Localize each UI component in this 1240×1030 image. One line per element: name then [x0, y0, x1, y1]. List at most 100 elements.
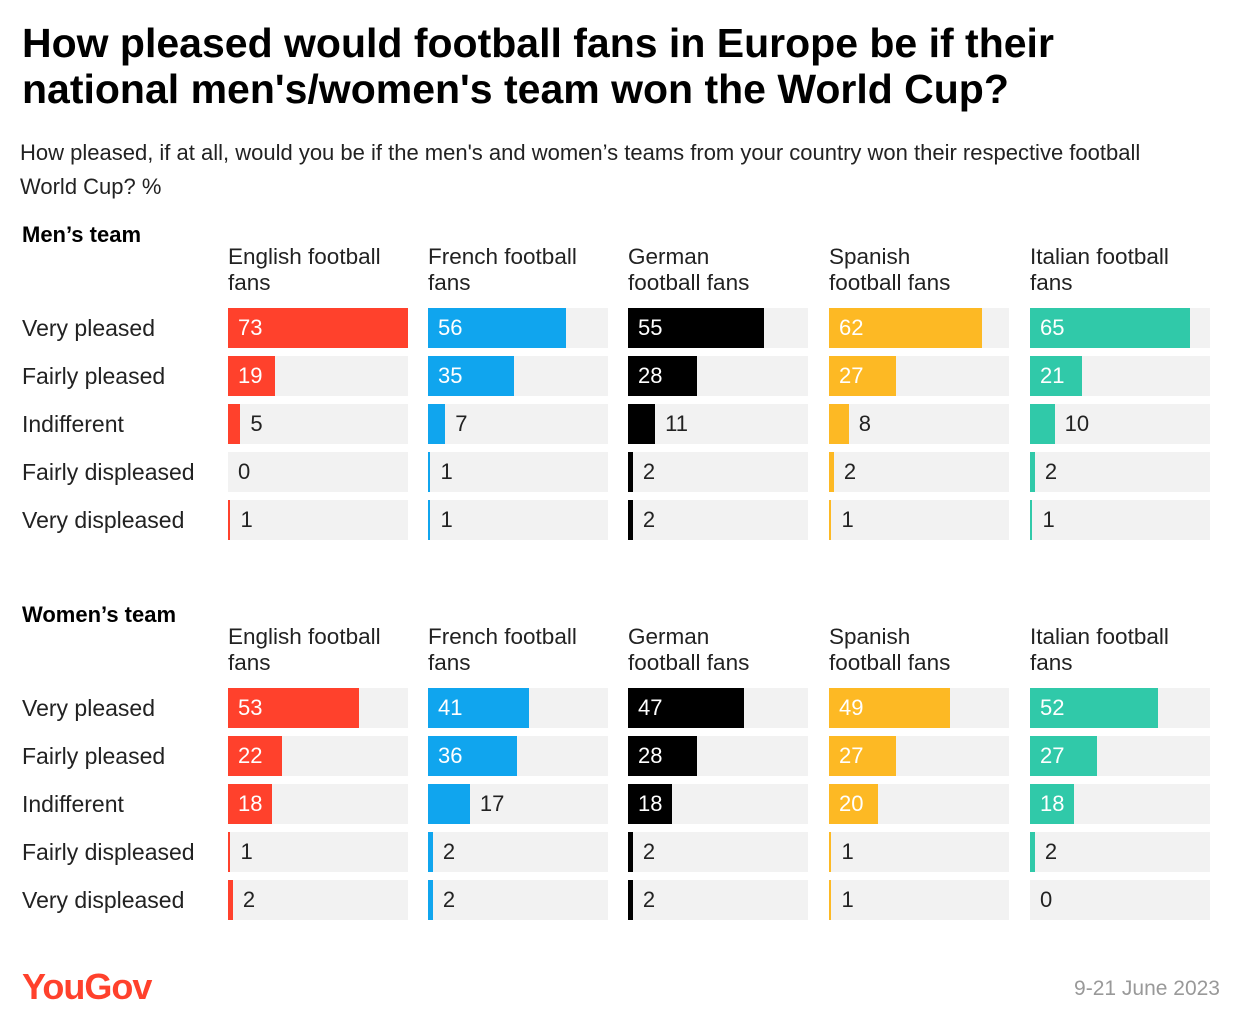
- track: [228, 832, 408, 872]
- bar: [228, 356, 275, 396]
- bar: [829, 832, 832, 872]
- bar: [628, 736, 698, 776]
- section-title: Men’s team: [22, 222, 142, 247]
- bar: [1030, 832, 1035, 872]
- row-label: Fairly displeased: [22, 459, 195, 485]
- bar: [428, 784, 470, 824]
- value-label: 19: [238, 363, 263, 388]
- bar: [628, 832, 633, 872]
- value-label: 17: [479, 791, 505, 816]
- title: How pleased would football fans in Europ…: [22, 20, 1054, 112]
- value-label: 22: [238, 743, 263, 768]
- track: [829, 452, 1009, 492]
- value-label: 1: [240, 507, 253, 532]
- bar: [1030, 404, 1055, 444]
- row-label: Very displeased: [22, 887, 185, 913]
- track: [228, 452, 408, 492]
- bar: [428, 688, 530, 728]
- value-label: 11: [665, 411, 688, 436]
- track: [428, 880, 608, 920]
- bar: [1030, 308, 1191, 348]
- track: [428, 832, 608, 872]
- track: [628, 500, 808, 540]
- track: [428, 452, 608, 492]
- bar: [228, 688, 359, 728]
- value-label: 1: [841, 507, 854, 532]
- row-label: Fairly pleased: [22, 363, 166, 389]
- column-header: Italian football fans: [1030, 244, 1169, 295]
- track: [1030, 880, 1210, 920]
- column-header: German football fans: [628, 624, 750, 675]
- value-label: 1: [1042, 507, 1055, 532]
- bar: [428, 452, 431, 492]
- track: [228, 880, 408, 920]
- section-title: Women’s team: [22, 602, 177, 627]
- bar: [228, 736, 283, 776]
- value-label: 56: [438, 315, 463, 340]
- value-label: 47: [638, 695, 663, 720]
- bar: [428, 736, 517, 776]
- value-label: 2: [242, 887, 256, 912]
- row-label: Very pleased: [22, 695, 155, 721]
- track: [228, 500, 408, 540]
- bar: [228, 500, 231, 540]
- bar: [1030, 452, 1035, 492]
- column-header: Spanish football fans: [829, 624, 951, 675]
- bar: [228, 880, 233, 920]
- value-label: 21: [1040, 363, 1065, 388]
- column-header: Italian football fans: [1030, 624, 1169, 675]
- logo: YouGov: [22, 966, 152, 1007]
- value-label: 28: [638, 363, 663, 388]
- column-header: Spanish football fans: [829, 244, 951, 295]
- bar: [1030, 688, 1159, 728]
- value-label: 8: [858, 411, 871, 436]
- value-label: 7: [455, 411, 468, 436]
- value-label: 49: [839, 695, 864, 720]
- column-header: German football fans: [628, 244, 750, 295]
- bar: [628, 688, 744, 728]
- value-label: 2: [642, 887, 656, 912]
- value-label: 52: [1040, 695, 1065, 720]
- bar: [228, 784, 273, 824]
- value-label: 2: [642, 507, 656, 532]
- bar: [428, 500, 431, 540]
- bar: [1030, 736, 1097, 776]
- bar: [428, 404, 446, 444]
- track: [628, 880, 808, 920]
- value-label: 62: [839, 315, 864, 340]
- bar: [628, 356, 698, 396]
- column-header: French football fans: [428, 624, 577, 675]
- subtitle: How pleased, if at all, would you be if …: [20, 140, 1141, 199]
- track: [628, 832, 808, 872]
- value-label: 18: [1040, 791, 1065, 816]
- bar: [829, 784, 879, 824]
- value-label: 27: [839, 363, 864, 388]
- value-label: 1: [440, 459, 453, 484]
- value-label: 2: [642, 459, 656, 484]
- track: [228, 404, 408, 444]
- value-label: 27: [839, 743, 864, 768]
- bar: [428, 308, 567, 348]
- value-label: 2: [442, 887, 456, 912]
- bar: [829, 356, 896, 396]
- track: [1030, 404, 1210, 444]
- column-header: English football fans: [228, 624, 381, 675]
- column-header: English football fans: [228, 244, 381, 295]
- value-label: 65: [1040, 315, 1065, 340]
- bar: [628, 452, 633, 492]
- value-label: 2: [1044, 839, 1058, 864]
- value-label: 10: [1064, 411, 1090, 436]
- value-label: 73: [238, 315, 263, 340]
- bar: [628, 404, 656, 444]
- bar: [829, 500, 832, 540]
- row-label: Fairly pleased: [22, 743, 166, 769]
- track: [1030, 832, 1210, 872]
- bar: [628, 500, 633, 540]
- bar: [829, 736, 896, 776]
- value-label: 55: [638, 315, 663, 340]
- value-label: 0: [1040, 887, 1053, 912]
- row-label: Indifferent: [22, 411, 124, 437]
- bar: [1030, 500, 1033, 540]
- track: [829, 880, 1009, 920]
- value-label: 41: [438, 695, 463, 720]
